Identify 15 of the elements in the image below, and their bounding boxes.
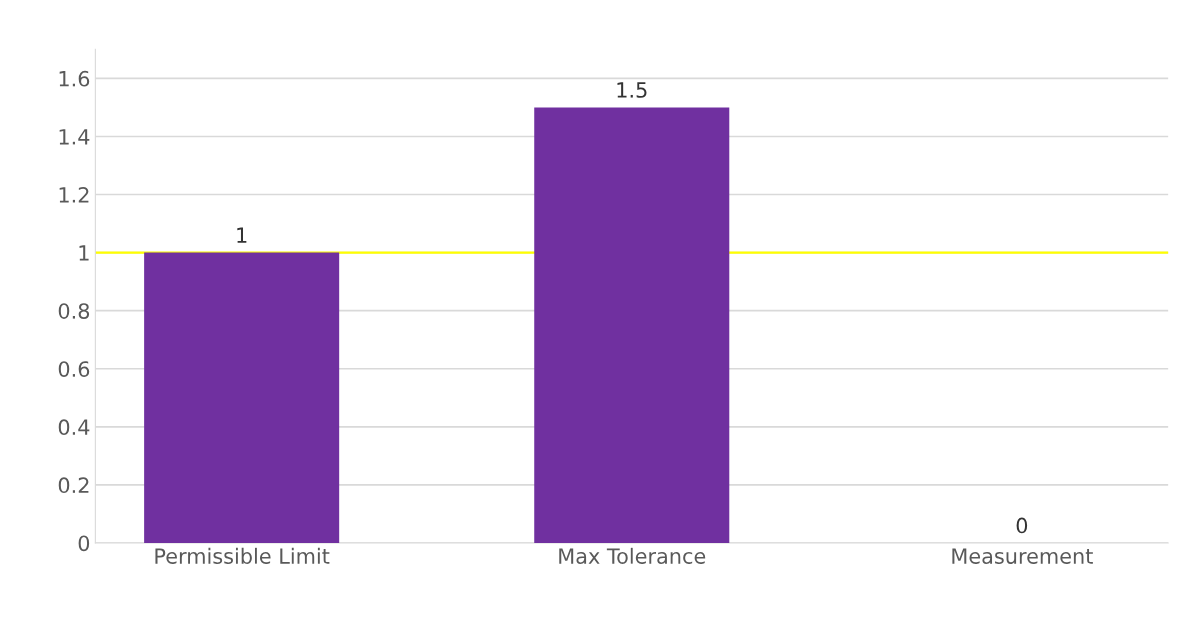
y-tick-label: 0.6	[58, 361, 90, 377]
data-label: 1.5	[617, 82, 647, 98]
y-tick-label: 1	[79, 245, 89, 261]
x-tick-label: Measurement	[952, 548, 1093, 564]
data-label: 1	[237, 227, 247, 243]
y-tick-label: 0.2	[58, 477, 89, 494]
y-tick-label: 0	[78, 535, 90, 552]
x-tick-label: Max Tolerance	[559, 547, 706, 564]
y-tick-label: 1.6	[59, 70, 90, 87]
x-tick-label: Permissible Limit	[155, 547, 330, 564]
data-label: 0	[1016, 517, 1028, 534]
y-tick-label: 0.8	[58, 303, 90, 319]
y-tick-label: 0.4	[58, 419, 90, 436]
y-tick-label: 1.2	[59, 186, 89, 203]
y-tick-label: 1.4	[59, 129, 90, 145]
